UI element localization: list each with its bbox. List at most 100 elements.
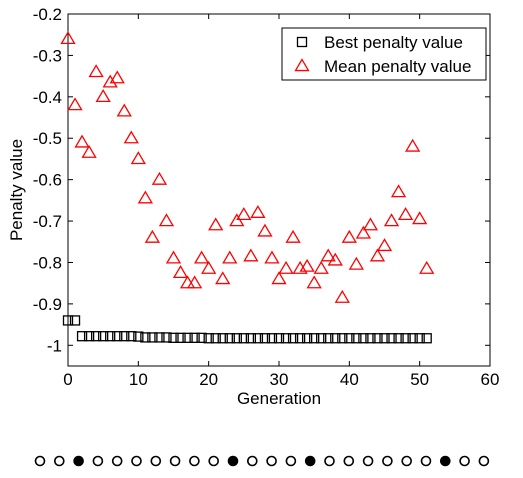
mean-penalty-point [130, 151, 146, 165]
mean-penalty-point [151, 171, 168, 185]
mean-penalty-point [257, 223, 273, 237]
ticks: 0 10 20 30 40 50 60 -0.2 -0.3 -0.4 -0.5 -0.6 -0.7 -0.… [33, 5, 500, 389]
best-penalty-point [161, 332, 172, 343]
mean-penalty-point [222, 250, 238, 264]
mean-penalty-point [383, 213, 400, 227]
mean-penalty-point [390, 184, 407, 198]
best-penalty-point [62, 315, 74, 326]
best-penalty-point [182, 332, 193, 343]
decorative-circles [34, 455, 490, 467]
legend-entry-label: Mean penalty value [324, 57, 471, 76]
mean-penalty-point [193, 250, 210, 264]
legend-box [281, 27, 487, 81]
mean-penalty-point [208, 217, 224, 231]
mean-penalty-point [172, 265, 189, 279]
decor-circle [266, 455, 277, 467]
mean-penalty-point [334, 289, 350, 303]
decor-circle [478, 455, 490, 467]
legend-marker-triangle [294, 58, 310, 72]
decor-circle [150, 455, 162, 467]
mean-penalty-point [123, 130, 139, 144]
decor-circle [439, 455, 451, 467]
mean-penalty-point [95, 89, 111, 103]
best-penalty-point [294, 333, 306, 344]
mean-penalty-point [88, 64, 104, 78]
mean-penalty-point [67, 97, 83, 111]
mean-penalty-point [116, 103, 132, 117]
best-penalty-point [393, 333, 404, 344]
best-penalty-point [90, 331, 102, 342]
decor-circle [227, 455, 239, 467]
mean-penalty-point [285, 229, 301, 243]
best-penalty-point [189, 332, 200, 343]
decor-circle [92, 455, 104, 467]
best-penalty-point [358, 333, 369, 344]
best-penalty-point [175, 332, 186, 343]
y-tick-label: -1 [47, 336, 62, 355]
best-penalty-point [126, 331, 137, 342]
x-tick-label: 30 [270, 370, 289, 389]
mean-penalty-point [186, 275, 203, 289]
mean-penalty-point [243, 248, 259, 262]
best-penalty-point [168, 332, 179, 343]
best-penalty-point [203, 333, 214, 344]
mean-penalty-point [158, 213, 175, 227]
best-penalty-point [154, 332, 165, 343]
x-tick-label: 40 [340, 370, 359, 389]
mean-penalty-point [278, 260, 294, 274]
best-penalty-point [287, 333, 299, 344]
best-penalty-point [140, 332, 151, 343]
decor-circle [420, 455, 432, 467]
best-penalty-point [147, 332, 158, 343]
mean-penalty-point [144, 229, 161, 243]
x-tick-label: 20 [199, 370, 218, 389]
best-penalty-point [266, 333, 278, 344]
data-series [60, 31, 435, 344]
mean-penalty-point [299, 258, 315, 272]
best-penalty-point [133, 331, 144, 342]
mean-penalty-point [165, 250, 182, 264]
y-tick-label: -0.2 [33, 5, 62, 24]
y-tick-label: -0.8 [33, 253, 62, 272]
x-tick-label: 50 [410, 370, 429, 389]
best-penalty-point [414, 333, 425, 344]
best-penalty-point [76, 331, 88, 342]
mean-penalty-point [362, 217, 379, 231]
x-tick-label: 0 [63, 370, 72, 389]
mean-penalty-point [348, 256, 365, 270]
decor-circle [111, 455, 123, 467]
y-tick-label: -0.6 [33, 171, 62, 190]
mean-penalty-point [179, 275, 196, 289]
best-penalty-point [252, 333, 264, 344]
mean-penalty-point [109, 70, 125, 84]
best-penalty-point [83, 331, 95, 342]
best-penalty-point [323, 333, 334, 344]
best-penalty-point [238, 333, 249, 344]
series-best-penalty [62, 315, 432, 344]
mean-penalty-point [341, 229, 357, 243]
decor-circle [208, 455, 219, 467]
mean-penalty-point [60, 31, 76, 45]
x-tick-label: 10 [129, 370, 148, 389]
best-penalty-point [400, 333, 411, 344]
legend: Best penalty value Mean penalty value [281, 27, 487, 81]
series-mean-penalty [60, 31, 435, 303]
decor-circle [189, 455, 200, 467]
decor-circle [343, 455, 355, 467]
best-penalty-point [245, 333, 257, 344]
y-tick-label: -0.9 [33, 295, 62, 314]
best-penalty-point [280, 333, 292, 344]
mean-penalty-point [355, 225, 372, 239]
best-penalty-point [309, 333, 320, 344]
best-penalty-point [365, 333, 376, 344]
best-penalty-point [224, 333, 235, 344]
best-penalty-point [273, 333, 285, 344]
decor-circle [362, 455, 374, 467]
mean-penalty-point [327, 252, 343, 266]
legend-entry-label: Best penalty value [324, 33, 463, 52]
mean-penalty-point [229, 213, 245, 227]
mean-penalty-point [137, 190, 154, 204]
mean-penalty-point [306, 275, 322, 289]
y-tick-label: -0.3 [33, 46, 62, 65]
